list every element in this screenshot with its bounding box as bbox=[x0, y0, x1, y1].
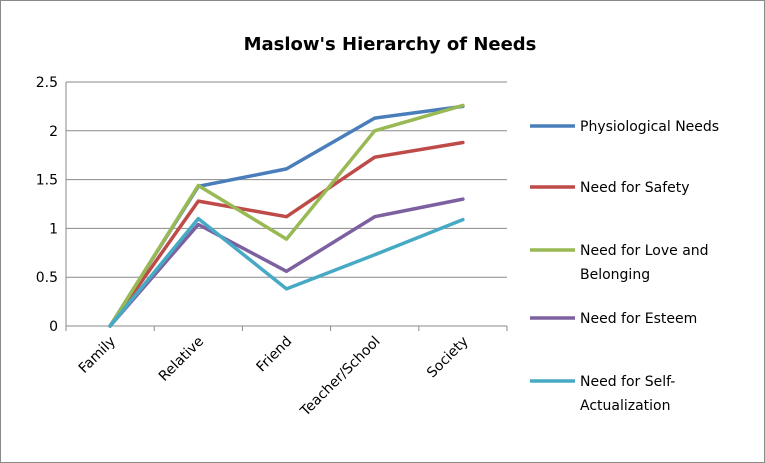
x-tick-label: Society bbox=[424, 334, 472, 382]
x-tick-label: Family bbox=[76, 334, 119, 377]
y-axis-tick-labels: 0 0.5 1 1.5 2 2.5 bbox=[36, 75, 58, 335]
legend-entry: Belonging bbox=[580, 267, 650, 283]
series-line bbox=[108, 216, 465, 328]
y-tick-label: 0 bbox=[49, 319, 58, 335]
y-tick-label: 1 bbox=[49, 221, 58, 237]
axes bbox=[65, 82, 508, 331]
chart-title: Maslow's Hierarchy of Needs bbox=[244, 34, 537, 55]
legend-entry: Actualization bbox=[580, 398, 671, 414]
legend-entry: Need for Self- bbox=[580, 374, 675, 390]
x-tick-label: Friend bbox=[254, 334, 296, 376]
legend-entry: Need for Esteem bbox=[580, 311, 697, 327]
series-line bbox=[108, 140, 465, 328]
legend-entry: Need for Love and bbox=[580, 243, 709, 259]
legend: Physiological Needs Need for Safety Need f… bbox=[530, 119, 719, 414]
series-line bbox=[108, 197, 465, 328]
x-tick-label: Relative bbox=[156, 334, 207, 385]
y-tick-label: 0.5 bbox=[36, 270, 58, 286]
x-axis-tick-labels: Family Relative Friend Teacher/School Societ… bbox=[76, 334, 472, 421]
x-tick-label: Teacher/School bbox=[297, 334, 384, 421]
y-tick-label: 2.5 bbox=[36, 75, 58, 91]
series-line bbox=[108, 103, 465, 328]
series-lines bbox=[108, 103, 465, 328]
y-tick-label: 2 bbox=[49, 124, 58, 140]
legend-entry: Physiological Needs bbox=[580, 119, 719, 135]
y-tick-label: 1.5 bbox=[36, 173, 58, 189]
legend-entry: Need for Safety bbox=[580, 180, 690, 196]
